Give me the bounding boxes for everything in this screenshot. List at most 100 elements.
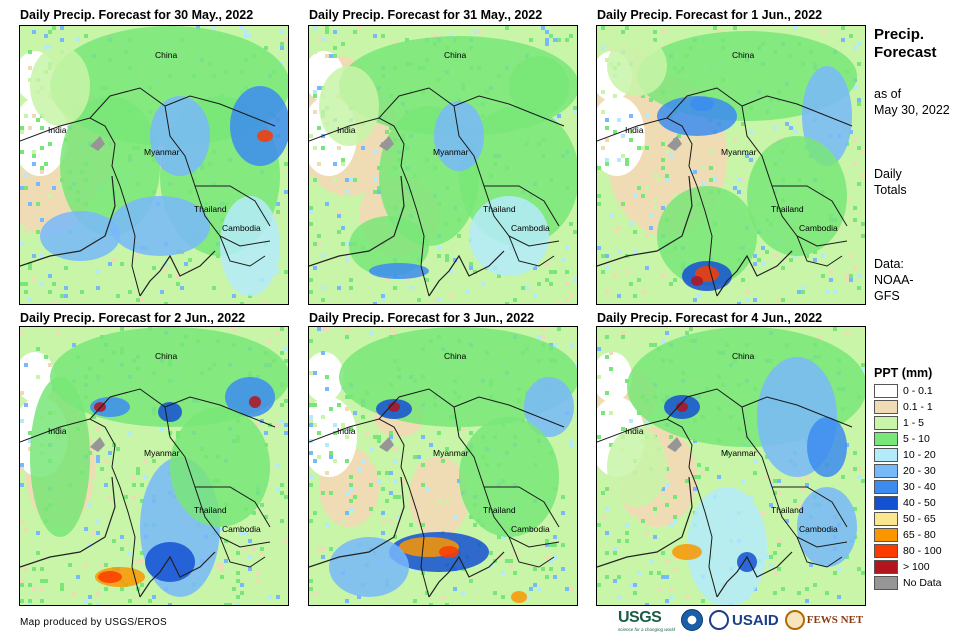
precip-cell [24, 403, 28, 407]
precip-cell [633, 230, 637, 234]
precip-cell [849, 34, 853, 38]
precip-cell [833, 290, 837, 294]
precip-cell [737, 302, 741, 304]
precip-cell [417, 463, 421, 467]
precip-cell [501, 571, 505, 575]
precip-cell [701, 471, 705, 475]
precip-cell [565, 282, 569, 286]
precip-cell [789, 126, 793, 130]
precip-cell [377, 479, 381, 483]
legend-label: 50 - 65 [903, 513, 936, 525]
precip-cell [389, 327, 393, 331]
precip-cell [557, 595, 561, 599]
country-border [20, 87, 276, 297]
precip-cell [40, 146, 44, 150]
precip-cell [665, 559, 669, 563]
precip-cell [36, 531, 40, 535]
precip-cell [44, 34, 48, 38]
precip-cell [645, 531, 649, 535]
precip-cell [633, 294, 637, 298]
coastline [309, 175, 505, 297]
precip-cell [284, 359, 288, 363]
precip-cell [96, 270, 100, 274]
precip-cell [693, 298, 697, 302]
precip-cell [597, 246, 601, 250]
legend-label: 1 - 5 [903, 417, 925, 429]
precip-cell [92, 575, 96, 579]
precip-cell [753, 262, 757, 266]
precip-cell [188, 258, 192, 262]
label-thailand: Thailand [194, 204, 227, 214]
precip-cell [605, 162, 609, 166]
precip-cell [389, 519, 393, 523]
precip-cell [284, 431, 288, 435]
precip-cell [80, 290, 84, 294]
precip-cell [152, 266, 156, 270]
precip-cell [232, 327, 236, 331]
precip-cell [605, 575, 609, 579]
precip-cell [545, 555, 549, 559]
precip-cell [849, 254, 853, 258]
precip-cell [597, 166, 601, 170]
precip-cell [268, 595, 272, 599]
precip-cell [401, 479, 405, 483]
precip-cell [160, 290, 164, 294]
precip-cell [325, 523, 329, 527]
precip-cell [24, 114, 28, 118]
precip-cell [385, 499, 389, 503]
precip-cell [785, 122, 789, 126]
precip-cell [60, 186, 64, 190]
precip-cell [377, 471, 381, 475]
precip-cell [240, 591, 244, 595]
precip-cell [553, 575, 557, 579]
precip-cell [753, 459, 757, 463]
precip-map-2: China India Myanmar Thailand Cambodia [309, 26, 577, 304]
precip-cell [349, 286, 353, 290]
precip-cell [845, 331, 849, 335]
precip-cluster [807, 417, 847, 477]
precip-cell [649, 214, 653, 218]
precip-cell [349, 531, 353, 535]
precip-cell [337, 238, 341, 242]
precip-cell [349, 499, 353, 503]
precip-cell [389, 126, 393, 130]
legend-swatch [874, 464, 898, 478]
precip-cell [857, 439, 861, 443]
precip-cell [849, 94, 853, 98]
precip-cell [553, 567, 557, 571]
precip-cell [140, 559, 144, 563]
precip-cell [309, 403, 313, 407]
precip-cell [857, 62, 861, 66]
precip-cell [597, 202, 601, 206]
legend-label: 30 - 40 [903, 481, 936, 493]
precip-cell [457, 483, 461, 487]
precip-cell [240, 302, 244, 304]
precip-cell [469, 431, 473, 435]
precip-cell [144, 270, 148, 274]
precip-cell [333, 162, 337, 166]
precip-cell [104, 475, 108, 479]
side-title-line2: Forecast [874, 44, 937, 61]
precip-cell [601, 26, 605, 30]
precip-cell [40, 254, 44, 258]
precip-cell [473, 290, 477, 294]
precip-cell [24, 363, 28, 367]
precip-cell [168, 274, 172, 278]
no-data-area [667, 437, 682, 452]
precip-cell [641, 94, 645, 98]
precip-cell [40, 282, 44, 286]
precip-cell [461, 427, 465, 431]
precip-cell [284, 270, 288, 274]
legend-label: No Data [903, 577, 942, 589]
precip-cell [224, 298, 228, 302]
precip-cell [377, 186, 381, 190]
label-cambodia: Cambodia [511, 524, 550, 534]
precip-cell [321, 547, 325, 551]
precip-cell [317, 431, 321, 435]
precip-cell [329, 547, 333, 551]
legend-item: No Data [874, 575, 964, 591]
precip-cell [393, 278, 397, 282]
precip-cell [236, 290, 240, 294]
precip-cell [613, 230, 617, 234]
precip-cell [345, 327, 349, 331]
